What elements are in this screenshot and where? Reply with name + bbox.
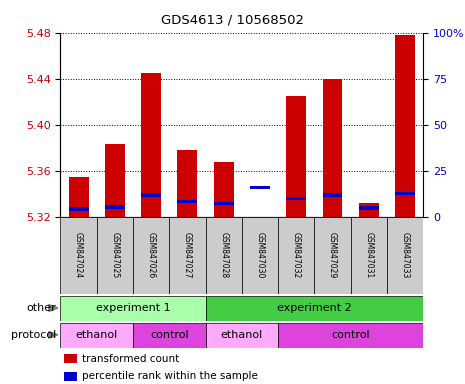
- Bar: [278, 323, 423, 348]
- Text: GSM847026: GSM847026: [146, 232, 156, 278]
- Bar: [60, 296, 206, 321]
- Bar: [169, 217, 206, 294]
- Bar: [286, 197, 306, 200]
- Bar: [286, 96, 306, 217]
- Text: ethanol: ethanol: [221, 330, 263, 340]
- Bar: [69, 207, 88, 210]
- Bar: [214, 202, 233, 205]
- Text: GSM847024: GSM847024: [74, 232, 83, 278]
- Bar: [359, 206, 379, 210]
- Bar: [323, 194, 342, 197]
- Bar: [64, 354, 77, 363]
- Bar: [314, 217, 351, 294]
- Bar: [242, 217, 278, 294]
- Bar: [395, 192, 415, 195]
- Bar: [214, 162, 233, 217]
- Text: experiment 1: experiment 1: [96, 303, 170, 313]
- Bar: [60, 323, 133, 348]
- Bar: [105, 205, 125, 209]
- Bar: [133, 217, 169, 294]
- Text: GSM847028: GSM847028: [219, 232, 228, 278]
- Bar: [387, 217, 423, 294]
- Bar: [250, 186, 270, 189]
- Text: GSM847031: GSM847031: [364, 232, 373, 278]
- Text: GSM847030: GSM847030: [255, 232, 265, 278]
- Bar: [206, 217, 242, 294]
- Text: GSM847025: GSM847025: [110, 232, 120, 278]
- Text: percentile rank within the sample: percentile rank within the sample: [82, 371, 258, 381]
- Text: control: control: [150, 330, 189, 340]
- Bar: [97, 217, 133, 294]
- Bar: [133, 323, 206, 348]
- Bar: [105, 144, 125, 217]
- Bar: [60, 217, 97, 294]
- Bar: [178, 150, 197, 217]
- Text: ethanol: ethanol: [76, 330, 118, 340]
- Text: GSM847033: GSM847033: [400, 232, 410, 278]
- Text: experiment 2: experiment 2: [277, 303, 352, 313]
- Bar: [359, 203, 379, 217]
- Bar: [206, 323, 278, 348]
- Bar: [178, 200, 197, 203]
- Bar: [278, 217, 314, 294]
- Bar: [351, 217, 387, 294]
- Polygon shape: [49, 305, 58, 311]
- Text: other: other: [26, 303, 56, 313]
- Text: protocol: protocol: [11, 330, 56, 340]
- Bar: [64, 372, 77, 381]
- Text: GDS4613 / 10568502: GDS4613 / 10568502: [161, 13, 304, 26]
- Polygon shape: [49, 331, 58, 338]
- Text: control: control: [331, 330, 370, 340]
- Bar: [323, 79, 342, 217]
- Bar: [395, 35, 415, 217]
- Text: GSM847032: GSM847032: [292, 232, 301, 278]
- Bar: [206, 296, 423, 321]
- Bar: [141, 194, 161, 197]
- Text: transformed count: transformed count: [82, 354, 179, 364]
- Bar: [141, 73, 161, 217]
- Text: GSM847029: GSM847029: [328, 232, 337, 278]
- Text: GSM847027: GSM847027: [183, 232, 192, 278]
- Bar: [69, 177, 88, 217]
